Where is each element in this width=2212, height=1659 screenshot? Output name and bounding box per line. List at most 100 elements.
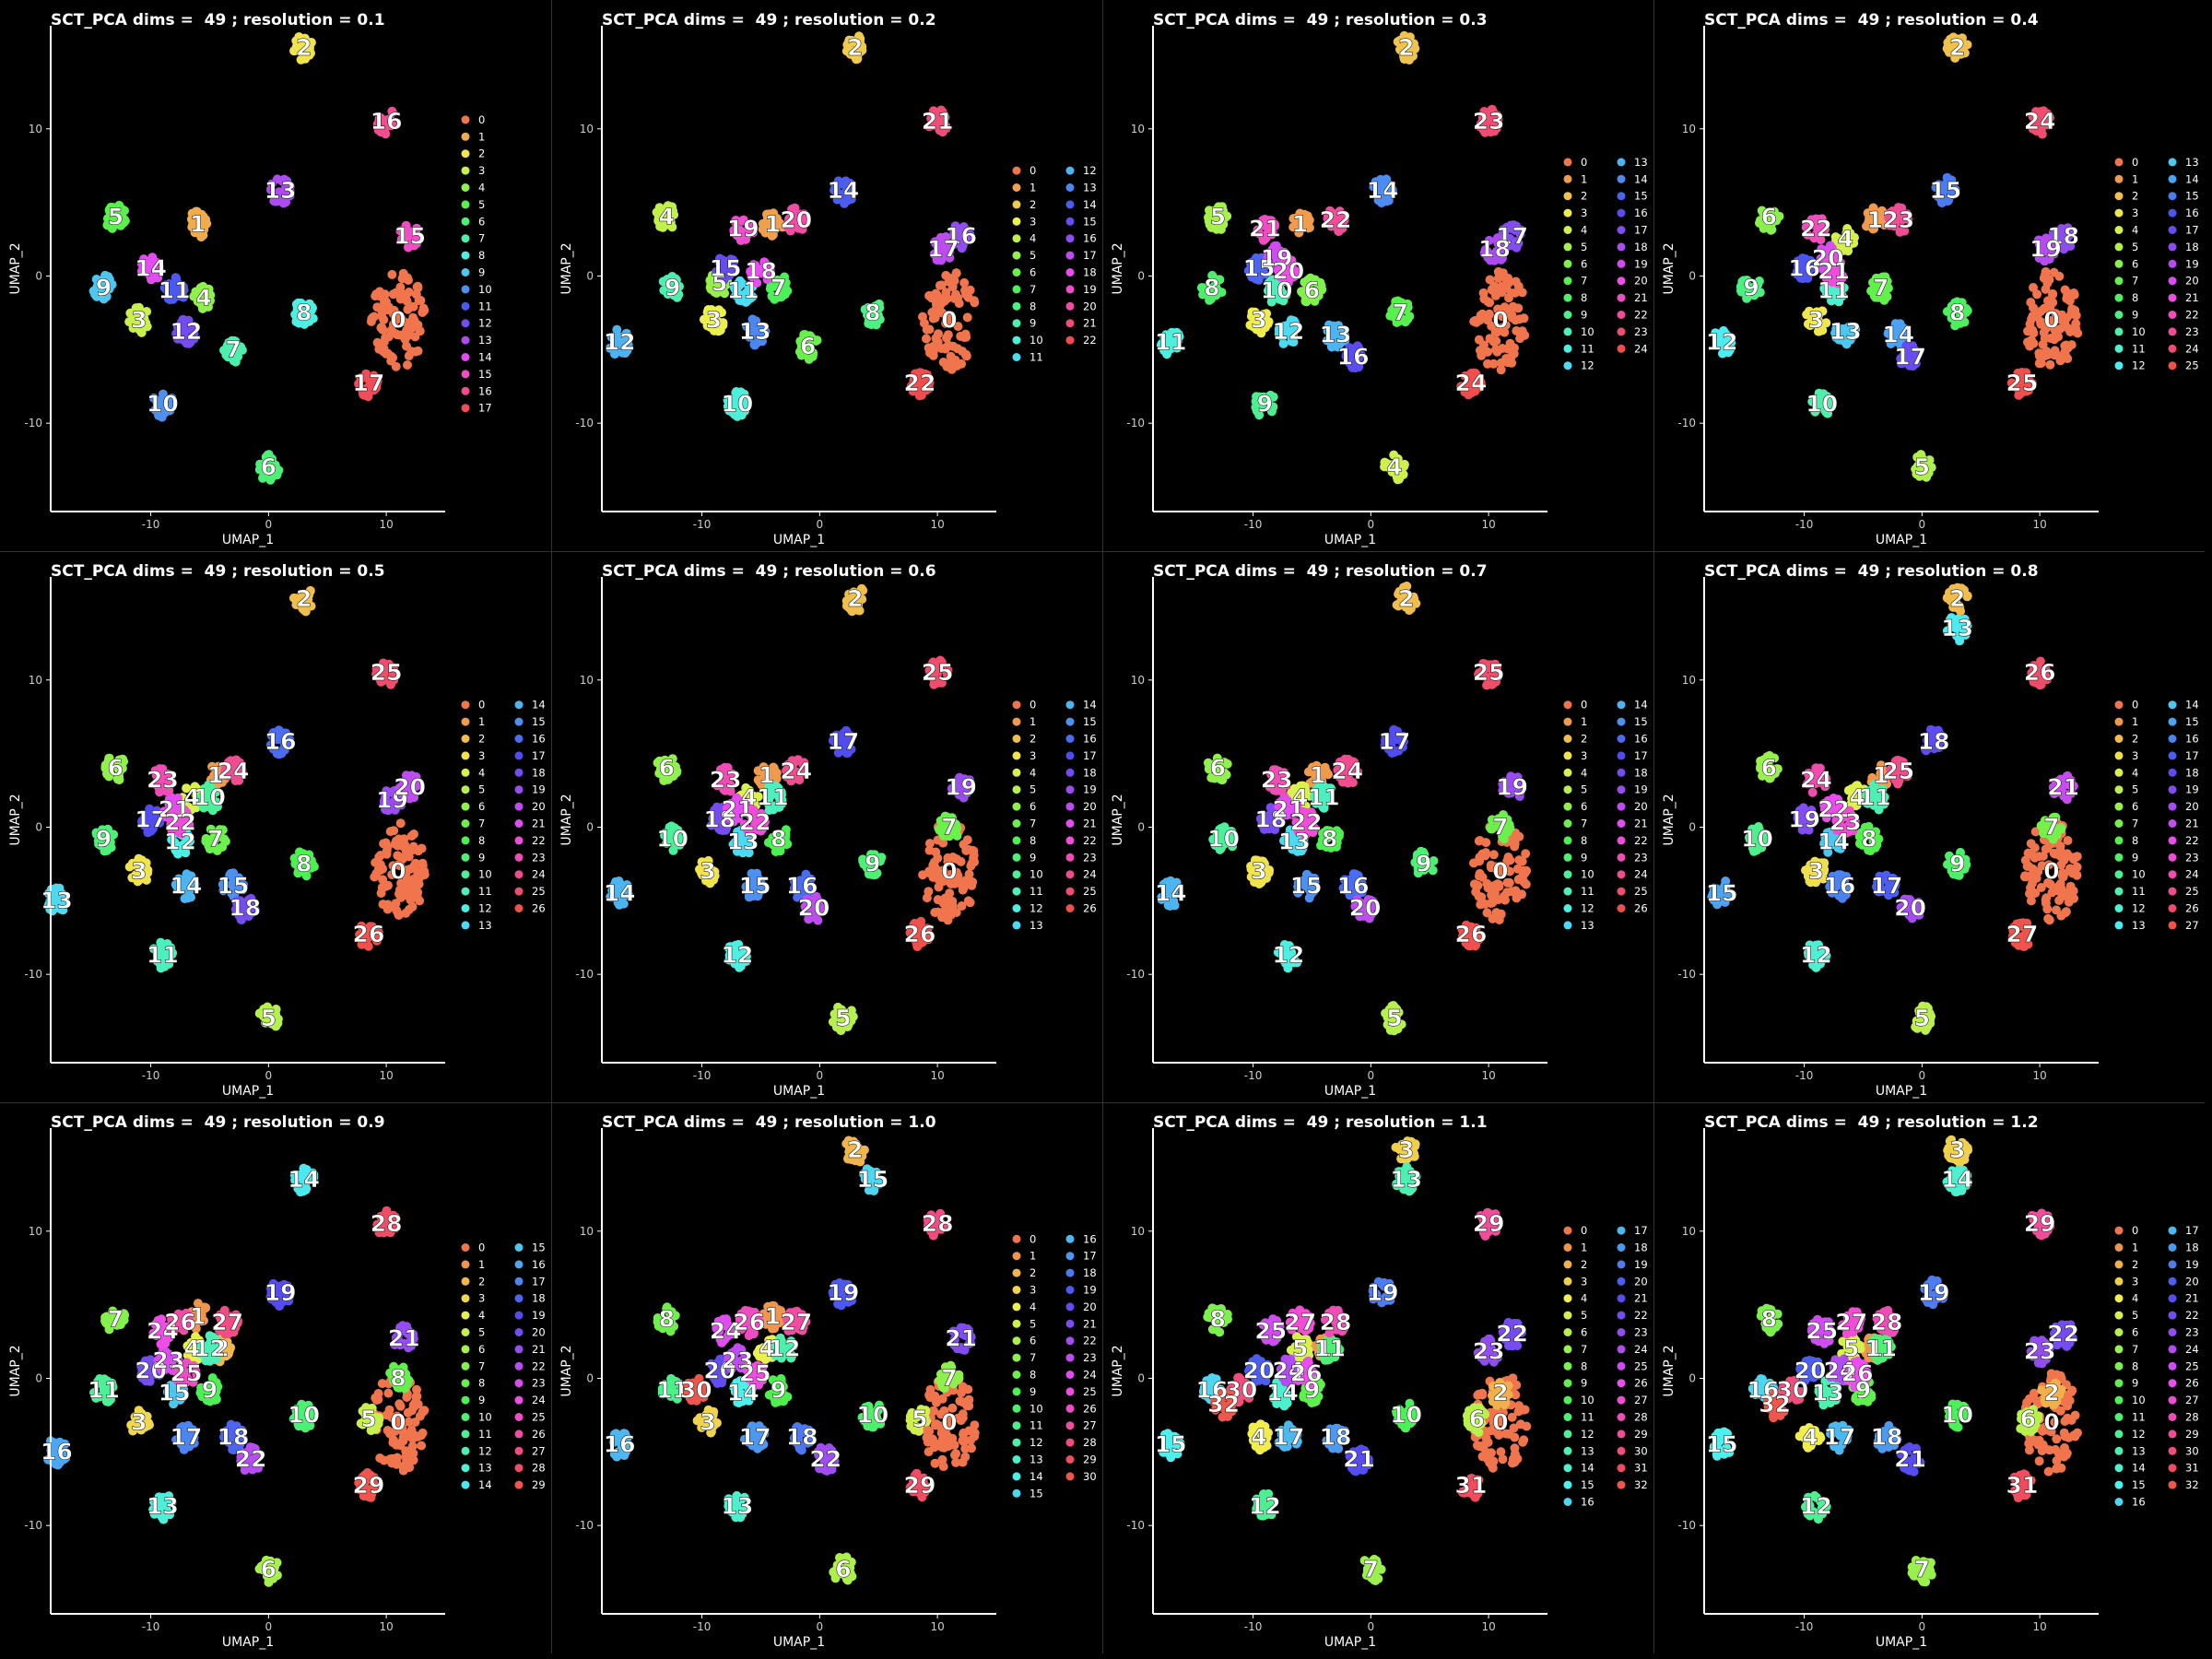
cell-point bbox=[364, 375, 374, 385]
legend-swatch bbox=[1563, 208, 1572, 218]
legend-label: 2 bbox=[2132, 190, 2138, 203]
cell-point bbox=[749, 340, 759, 350]
umap-panel-4: -10 0 10 -10 0 10 UMAP_1 UMAP_2 0 1 2 3 4 5 6 7 8 9 10 11 12… bbox=[1653, 0, 2205, 551]
cell-point bbox=[780, 272, 790, 282]
umap-panel-5: -10 0 10 -10 0 10 UMAP_1 UMAP_2 0 1 2 3 4 5 6 7 8 9 10 11 12… bbox=[0, 551, 551, 1102]
cell-point bbox=[157, 412, 167, 422]
cell-point bbox=[358, 388, 368, 398]
cluster-label: 12 bbox=[1706, 328, 1738, 355]
cell-point bbox=[1251, 274, 1261, 284]
legend-swatch bbox=[514, 700, 524, 710]
cell-point bbox=[151, 771, 161, 781]
cell-point bbox=[392, 905, 402, 915]
x-tick-label: 0 bbox=[817, 1069, 824, 1082]
legend-label: 15 bbox=[1083, 715, 1097, 728]
cell-point bbox=[846, 1006, 856, 1016]
cell-point bbox=[190, 228, 200, 238]
cell-point bbox=[1385, 185, 1395, 195]
cell-point bbox=[1835, 274, 1845, 284]
cell-point bbox=[2023, 385, 2033, 395]
cell-point bbox=[272, 748, 282, 759]
legend-swatch bbox=[514, 819, 524, 828]
x-axis-label: UMAP_1 bbox=[1876, 533, 1927, 547]
cell-point bbox=[1218, 206, 1228, 215]
cell-point bbox=[953, 293, 963, 303]
y-tick-label: -10 bbox=[575, 417, 594, 429]
cell-point bbox=[1500, 895, 1510, 905]
cell-point bbox=[390, 839, 400, 849]
cluster-label: 24 bbox=[1455, 370, 1488, 396]
cell-point bbox=[409, 861, 419, 871]
y-axis-label: UMAP_2 bbox=[8, 242, 23, 294]
cell-point bbox=[926, 347, 936, 356]
cell-point bbox=[947, 853, 958, 862]
cluster-label: 22 bbox=[164, 809, 196, 836]
y-tick-label: 0 bbox=[1688, 269, 1696, 282]
legend-swatch bbox=[514, 785, 524, 794]
x-axis-label: UMAP_1 bbox=[222, 533, 274, 547]
legend-label: 10 bbox=[478, 283, 492, 296]
cluster-label: 13 bbox=[41, 887, 73, 913]
cell-point bbox=[947, 910, 957, 920]
legend-swatch bbox=[461, 836, 470, 845]
cell-point bbox=[747, 270, 758, 280]
cell-point bbox=[753, 775, 763, 785]
legend-swatch bbox=[461, 386, 470, 395]
legend-label: 23 bbox=[532, 851, 546, 864]
legend-swatch bbox=[461, 166, 470, 175]
cell-point bbox=[111, 215, 121, 225]
cell-point bbox=[1820, 406, 1830, 417]
cluster-label: 3 bbox=[131, 306, 147, 333]
legend-label: 24 bbox=[1083, 868, 1097, 881]
legend-swatch bbox=[1617, 174, 1626, 183]
legend-swatch bbox=[1012, 921, 1021, 930]
legend-swatch bbox=[1065, 285, 1075, 294]
cluster-label: 1 bbox=[1867, 206, 1883, 233]
legend-swatch bbox=[461, 870, 470, 879]
cell-point bbox=[133, 862, 143, 872]
cell-point bbox=[930, 908, 940, 917]
x-axis-label: UMAP_1 bbox=[1324, 533, 1376, 547]
legend-label: 16 bbox=[532, 733, 546, 746]
cluster-label: 17 bbox=[927, 236, 959, 263]
cell-point bbox=[932, 255, 942, 265]
legend-label: 2 bbox=[478, 733, 485, 746]
cluster-label: 0 bbox=[941, 857, 957, 884]
cell-point bbox=[136, 266, 147, 276]
cell-point bbox=[381, 333, 391, 343]
cell-point bbox=[705, 878, 715, 888]
cell-point bbox=[299, 849, 308, 859]
legend-swatch bbox=[2168, 192, 2177, 201]
cell-point bbox=[1517, 288, 1527, 298]
cell-point bbox=[152, 956, 162, 966]
cluster-label: 5 bbox=[712, 269, 727, 296]
cell-point bbox=[354, 379, 364, 389]
cell-point bbox=[1726, 337, 1736, 347]
cluster-label: 1 bbox=[207, 762, 223, 789]
cell-point bbox=[104, 753, 114, 763]
cell-point bbox=[179, 806, 189, 816]
cell-point bbox=[924, 383, 934, 394]
legend-swatch bbox=[1065, 319, 1075, 328]
cell-point bbox=[378, 900, 388, 910]
cluster-label: 10 bbox=[194, 784, 226, 811]
legend-label: 12 bbox=[2132, 359, 2146, 372]
cluster-label: 1 bbox=[765, 211, 781, 238]
cell-point bbox=[309, 862, 319, 872]
legend-label: 21 bbox=[2185, 291, 2199, 304]
cell-point bbox=[1261, 217, 1271, 227]
cell-point bbox=[1341, 351, 1351, 361]
cell-point bbox=[704, 307, 714, 317]
legend-swatch bbox=[1617, 242, 1626, 252]
cluster-label: 25 bbox=[2006, 370, 2039, 396]
cell-point bbox=[1271, 241, 1281, 251]
umap-panel-7: -10 0 10 -10 0 10 UMAP_1 UMAP_2 0 1 2 3 4 5 6 7 8 9 10 11 12… bbox=[1102, 551, 1653, 1102]
cell-point bbox=[271, 1005, 281, 1014]
legend-label: 18 bbox=[1634, 241, 1648, 253]
cell-point bbox=[1280, 259, 1290, 269]
cell-point bbox=[1714, 336, 1724, 347]
cell-point bbox=[1827, 272, 1837, 282]
cell-point bbox=[709, 867, 718, 877]
